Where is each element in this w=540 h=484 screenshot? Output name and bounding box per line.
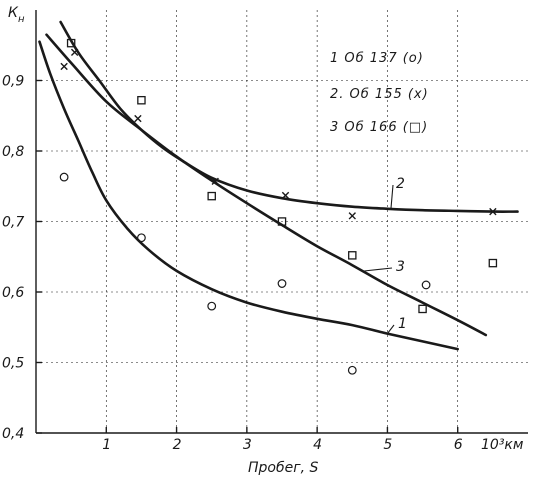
point-cross-stroke [348, 212, 356, 220]
point-cross [60, 62, 68, 71]
y-axis-title: Кн [8, 5, 25, 25]
legend-entry-3: 3 Об 166 (□) [330, 120, 428, 135]
point-square [418, 304, 427, 314]
curves [38, 20, 519, 351]
point-cross-stroke [281, 191, 290, 200]
y-axis-title-subscript: н [18, 14, 25, 25]
axes [35, 10, 528, 434]
y-tick-label: 0,8 [2, 144, 24, 160]
x-axis-unit-label: 10³км [481, 437, 524, 453]
grid [36, 10, 528, 433]
point-square [207, 191, 216, 201]
point-cross-stroke [134, 114, 142, 123]
curve-1 [38, 40, 459, 351]
point-cross [348, 212, 356, 220]
tick-labels: 1 2 3 4 5 6 0,4 0,5 0,6 0,7 0,8 0,9 1 2 3 [2, 74, 463, 454]
curve-2 [59, 20, 519, 213]
point-circle [347, 365, 357, 375]
data-points [59, 38, 498, 375]
point-cross-stroke [60, 62, 68, 71]
point-circle [207, 301, 217, 311]
y-tick-label: 0,9 [2, 74, 24, 90]
x-tick-label: 6 [454, 437, 463, 453]
curve-label-2: 2 [396, 176, 405, 192]
point-cross-stroke [489, 207, 497, 216]
y-tick-label: 0,6 [2, 285, 24, 301]
point-circle [421, 280, 431, 290]
point-cross [134, 114, 142, 123]
point-cross-stroke [70, 48, 79, 56]
y-tick-label: 0,7 [2, 215, 24, 231]
curve-label-3: 3 [396, 259, 405, 275]
legend: 1 Об 137 (о) 2. Об 155 (х) 3 Об 166 (□) [330, 51, 429, 135]
point-square [66, 38, 76, 48]
curve-label-1: 1 [398, 316, 407, 332]
curve-label-leader-1 [386, 324, 395, 334]
x-axis-title: Пробег, S [248, 460, 318, 476]
point-circle [137, 233, 146, 243]
y-tick-label: 0,4 [2, 426, 24, 442]
point-circle [277, 279, 287, 288]
x-tick-label: 2 [173, 437, 182, 453]
x-tick-label: 1 [102, 437, 111, 453]
curve-3 [45, 33, 488, 337]
point-square [277, 217, 287, 226]
curve-label-leader-2 [390, 184, 394, 209]
x-tick-label: 4 [313, 437, 322, 453]
x-tick-label: 5 [383, 437, 392, 453]
y-tick-label: 0,5 [2, 356, 24, 372]
y-axis-title-main: К [8, 5, 19, 21]
legend-entry-1: 1 Об 137 (о) [330, 51, 424, 66]
point-cross [70, 48, 79, 56]
point-circle [59, 172, 69, 182]
point-square [137, 95, 146, 105]
point-cross-stroke [211, 177, 219, 186]
point-cross [489, 207, 497, 216]
point-cross [211, 177, 219, 186]
curve-label-leader-3 [362, 267, 393, 272]
x-tick-label: 3 [243, 437, 252, 453]
point-square [348, 251, 357, 260]
point-cross [281, 191, 290, 200]
legend-entry-2: 2. Об 155 (х) [330, 87, 429, 102]
point-square [488, 258, 498, 268]
